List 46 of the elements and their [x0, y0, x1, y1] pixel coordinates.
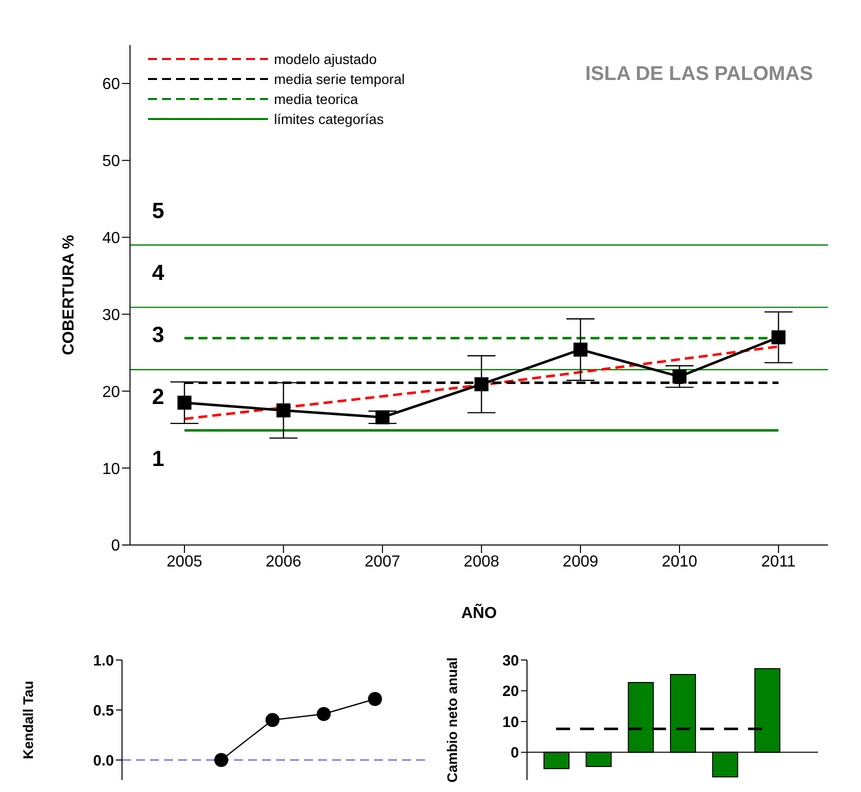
- y-tick-label: 50: [102, 153, 120, 170]
- y-axis-title: Cambio neto anual: [444, 657, 460, 783]
- y-tick-label: 20: [502, 683, 519, 700]
- x-tick-label: 2010: [662, 553, 698, 570]
- y-tick-label: 30: [102, 306, 120, 324]
- annotation: 4: [152, 259, 164, 287]
- legend-label: media serie temporal: [274, 71, 405, 87]
- y-tick-label: 0.0: [93, 752, 114, 770]
- point: [276, 403, 290, 418]
- y-tick-label: 20: [102, 384, 120, 401]
- y-tick-label: 10: [502, 714, 519, 731]
- annotation: 1: [152, 445, 164, 473]
- x-tick-label: 2007: [364, 553, 400, 570]
- legend-label: media teorica: [274, 91, 358, 107]
- point: [316, 707, 331, 721]
- text: ISLA DE LAS PALOMAS: [585, 63, 813, 86]
- point: [375, 410, 390, 424]
- legend-label: modelo ajustado: [274, 51, 377, 67]
- y-tick-label: 60: [102, 76, 120, 94]
- annotation: 3: [152, 321, 164, 349]
- annotation: 2: [152, 383, 164, 411]
- y-tick-label: 1.0: [93, 652, 114, 670]
- point: [573, 342, 588, 357]
- y-tick-label: 40: [102, 230, 120, 247]
- point: [214, 753, 228, 767]
- y-axis-title: COBERTURA %: [60, 234, 78, 356]
- annotation: 5: [152, 197, 164, 225]
- legend-label: límites categorías: [274, 111, 384, 127]
- x-tick-label: 2005: [166, 553, 202, 570]
- point: [177, 396, 192, 410]
- x-tick-label: 2009: [562, 553, 598, 570]
- y-tick-label: 10: [102, 460, 120, 478]
- point: [368, 692, 382, 706]
- y-tick-label: 0: [510, 744, 519, 762]
- x-tick-label: 2011: [761, 553, 796, 570]
- x-tick-label: 2006: [266, 553, 302, 570]
- x-tick-label: 2008: [464, 553, 500, 570]
- y-tick-label: 0.5: [93, 702, 114, 720]
- y-axis-title: Kendall Tau: [20, 680, 36, 760]
- point: [771, 330, 786, 344]
- point: [474, 377, 488, 392]
- y-tick-label: 0: [111, 538, 120, 555]
- y-tick-label: 30: [502, 652, 519, 670]
- x-axis-title: AÑO: [461, 603, 497, 622]
- point: [672, 370, 686, 384]
- point: [266, 713, 280, 727]
